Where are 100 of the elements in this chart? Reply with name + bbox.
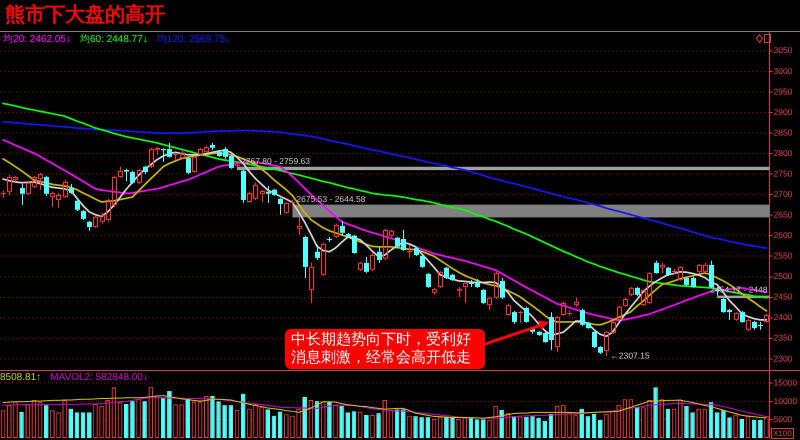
candlestick (303, 235, 308, 279)
y-tick-label: 5000 (774, 414, 793, 424)
candlestick (629, 286, 634, 297)
candlestick (93, 215, 98, 228)
candlestick (426, 272, 431, 288)
bar (87, 412, 92, 438)
candlestick (438, 270, 443, 288)
bar (444, 418, 449, 438)
bar (598, 420, 602, 438)
candlestick (764, 313, 769, 324)
series-label: MAVOL2: 582848.00↓ (50, 372, 148, 384)
bar (500, 410, 504, 438)
y-tick-label: 3050 (774, 45, 793, 56)
bar (580, 408, 584, 438)
bar (394, 409, 400, 438)
y-tick-label: 3000 (774, 66, 793, 76)
bar (542, 420, 548, 438)
bar (721, 410, 726, 438)
candlestick (284, 202, 289, 214)
y-tick-label: 2650 (774, 210, 793, 220)
bar (44, 405, 48, 438)
bar (586, 416, 590, 438)
bar (240, 394, 246, 438)
y-tick-label: 2500 (774, 271, 793, 282)
bar (634, 407, 640, 438)
y-tick-label: 2850 (774, 127, 793, 138)
bar (80, 412, 86, 438)
bar (419, 417, 424, 438)
y-tick-label: 2450 (774, 292, 793, 302)
bar (426, 417, 430, 438)
annotation: ←2307.15 (610, 350, 650, 360)
candlestick (334, 223, 339, 238)
bar (684, 406, 689, 438)
candlestick (69, 183, 74, 194)
bar (278, 412, 282, 438)
bar (339, 406, 344, 438)
bar (302, 397, 307, 438)
candlestick (241, 170, 246, 204)
candlestick (740, 310, 745, 324)
bar (272, 416, 276, 438)
candlestick (635, 286, 640, 297)
candlestick (592, 330, 597, 349)
candlestick (172, 152, 178, 160)
candlestick (63, 179, 68, 198)
candlestick (75, 197, 80, 212)
candlestick (555, 316, 560, 352)
bar (740, 418, 744, 438)
bar (186, 398, 190, 438)
candlestick (463, 281, 468, 304)
bar (376, 413, 381, 438)
candlestick (358, 261, 363, 272)
candlestick (457, 286, 462, 298)
y-tick-label: 2600 (774, 230, 793, 240)
candlestick (180, 150, 185, 160)
bar (401, 409, 406, 438)
candlestick (44, 175, 49, 196)
candlestick (506, 303, 511, 316)
bar (19, 412, 24, 438)
candlestick (414, 246, 419, 256)
candlestick (143, 165, 148, 175)
chart-title: 熊市下大盘的高开 (5, 2, 165, 28)
candlestick (210, 142, 215, 150)
bar (758, 420, 762, 438)
candlestick (340, 220, 345, 236)
bar (524, 416, 529, 438)
candlestick (234, 162, 240, 168)
series-label: 8508.81↑ (0, 372, 42, 384)
bar (714, 412, 720, 438)
bar (653, 388, 658, 438)
candlestick (654, 260, 659, 274)
candlestick (124, 168, 129, 182)
y-tick-label: 2800 (774, 148, 793, 158)
bar (690, 412, 695, 438)
bar (228, 405, 234, 438)
y-tick-label: 2550 (774, 250, 793, 261)
bar (142, 401, 147, 438)
text: 均20: 2462.05↓ (3, 34, 71, 46)
text: X100 (771, 428, 794, 439)
candlestick (364, 256, 369, 274)
bar (167, 390, 172, 438)
bar (160, 397, 166, 438)
candlestick (684, 276, 689, 286)
bar (327, 401, 332, 438)
candlestick (377, 246, 382, 264)
bar (266, 409, 270, 438)
candlestick (278, 197, 283, 216)
text: 均120: 2569.75↓ (156, 34, 230, 46)
text: 均60: 2448.77↓ (80, 34, 148, 46)
candlestick (598, 346, 603, 354)
y-tick-label: 2350 (774, 332, 793, 343)
candlestick (691, 276, 696, 288)
candlestick (666, 266, 671, 276)
candlestick (192, 156, 197, 174)
candlestick (0, 190, 6, 198)
candlestick (487, 296, 492, 311)
bar (346, 412, 350, 438)
candlestick (660, 262, 665, 274)
y-tick-label: 2950 (774, 86, 793, 96)
candlestick (481, 288, 486, 304)
candlestick (746, 318, 751, 332)
